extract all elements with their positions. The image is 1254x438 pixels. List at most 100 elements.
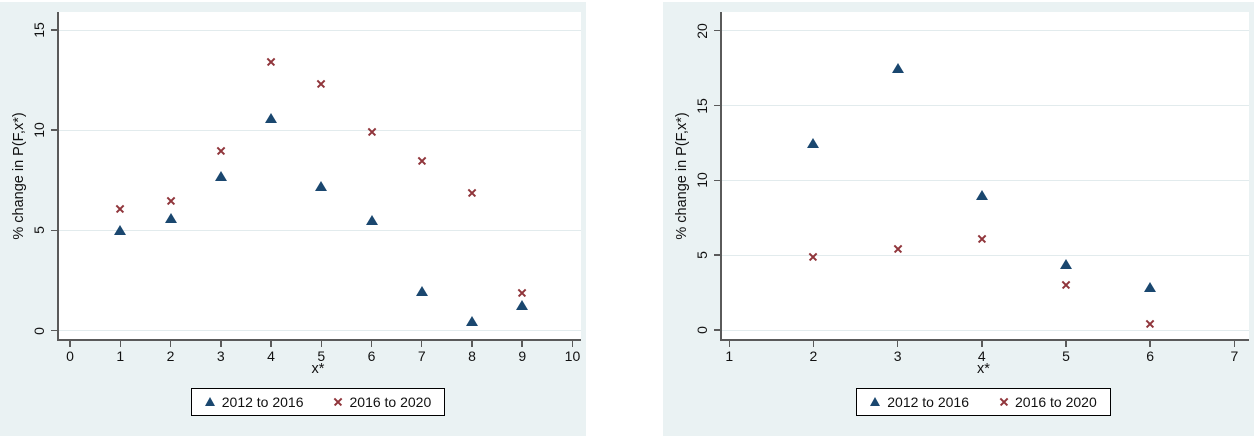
x-tick	[320, 341, 323, 347]
x-marker	[367, 128, 376, 137]
y-tick-label: 15	[694, 97, 710, 114]
x-marker	[977, 234, 986, 243]
x-tick	[220, 341, 222, 347]
triangle-marker	[516, 299, 529, 310]
x-marker	[1146, 320, 1155, 329]
y-tick-label: 0	[31, 326, 47, 335]
x-tick-label: 2	[809, 348, 818, 364]
x-tick	[896, 341, 899, 347]
gridline	[59, 330, 581, 332]
triangle-marker	[891, 63, 904, 74]
x-tick-label: 4	[977, 348, 986, 364]
x-marker	[417, 156, 426, 165]
legend-row: 2012 to 2016 2016 to 2020	[720, 388, 1247, 416]
legend-label: 2016 to 2020	[349, 393, 432, 410]
y-tick-label: 5	[31, 226, 47, 235]
triangle-legend-marker	[204, 397, 215, 406]
plot-area	[720, 12, 1249, 341]
x-tick	[571, 341, 574, 347]
triangle-marker	[265, 113, 278, 124]
triangle-marker	[415, 285, 428, 296]
gridline	[722, 254, 1249, 256]
x-marker	[1062, 281, 1071, 290]
x-tick-label: 0	[66, 348, 74, 364]
plot-area	[57, 12, 581, 341]
y-tick	[51, 129, 57, 131]
x-tick	[812, 341, 815, 347]
x-tick	[1065, 341, 1067, 347]
x-marker	[809, 252, 818, 261]
y-tick-label: 10	[694, 172, 710, 189]
triangle-marker	[1144, 281, 1157, 292]
x-tick-label: 6	[367, 348, 376, 364]
x-tick	[169, 341, 172, 347]
x-tick	[420, 341, 423, 347]
legend-label: 2012 to 2016	[221, 393, 304, 410]
triangle-marker	[214, 171, 227, 182]
x-axis-title: x*	[311, 361, 325, 377]
gridline	[722, 30, 1249, 32]
legend-row: 2012 to 2016 2016 to 2020	[57, 388, 579, 416]
legend-label: 2016 to 2020	[1015, 393, 1097, 410]
x-tick-label: 1	[725, 348, 734, 364]
x-tick	[471, 341, 473, 347]
legend-item: 2016 to 2020	[999, 394, 1097, 410]
x-tick-label: 8	[468, 348, 476, 364]
x-tick	[270, 341, 272, 347]
x-tick	[69, 341, 71, 347]
x-tick	[981, 341, 983, 347]
x-tick	[1149, 341, 1151, 347]
y-tick	[714, 329, 720, 331]
y-axis-title: % change in P(F,x*)	[11, 112, 27, 240]
x-axis-title: x*	[977, 361, 990, 377]
gridline	[722, 329, 1249, 331]
gridline	[59, 129, 581, 131]
triangle-marker	[1060, 259, 1072, 270]
gridline	[722, 105, 1249, 107]
y-tick-label: 5	[694, 251, 710, 260]
triangle-marker	[164, 213, 177, 224]
x-tick-label: 3	[216, 348, 225, 364]
legend-label: 2012 to 2016	[887, 393, 969, 410]
x-marker	[518, 288, 527, 297]
legend-item: 2012 to 2016	[870, 394, 969, 410]
x-marker	[317, 80, 326, 89]
y-tick-label: 15	[31, 22, 47, 38]
legend: 2012 to 2016 2016 to 2020	[190, 388, 446, 416]
y-tick-label: 10	[31, 122, 47, 138]
figure-right: % change in P(F,x*) x* 2012 to 2016 2016 …	[663, 2, 1254, 436]
triangle-marker	[114, 225, 127, 236]
gridline	[59, 229, 581, 231]
x-tick-label: 1	[116, 348, 125, 364]
x-marker	[216, 146, 225, 155]
x-legend-marker	[999, 397, 1008, 406]
y-tick	[51, 29, 57, 31]
gridline	[722, 179, 1249, 181]
legend-item: 2012 to 2016	[204, 393, 304, 410]
y-axis-title: % change in P(F,x*)	[674, 112, 690, 240]
figure-left: % change in P(F,x*) x* 2012 to 2016 2016 …	[0, 2, 586, 436]
y-tick	[51, 329, 57, 332]
x-tick-label: 5	[317, 348, 326, 364]
x-tick-label: 9	[518, 348, 527, 364]
x-tick	[728, 341, 730, 347]
x-tick-label: 7	[417, 348, 426, 364]
x-marker	[166, 196, 175, 205]
triangle-marker	[465, 315, 478, 326]
x-tick	[119, 341, 122, 347]
legend-item: 2016 to 2020	[334, 394, 432, 410]
x-tick-label: 4	[267, 348, 275, 364]
x-marker	[267, 58, 276, 67]
x-marker	[467, 188, 476, 197]
y-tick	[714, 179, 720, 182]
x-tick-label: 7	[1230, 348, 1239, 364]
triangle-marker	[315, 181, 328, 192]
triangle-marker	[807, 137, 820, 148]
y-tick	[714, 29, 720, 32]
x-tick	[1233, 341, 1236, 347]
x-tick	[370, 341, 373, 347]
y-tick	[714, 104, 720, 107]
y-tick	[714, 254, 720, 256]
x-tick-label: 10	[564, 348, 581, 364]
